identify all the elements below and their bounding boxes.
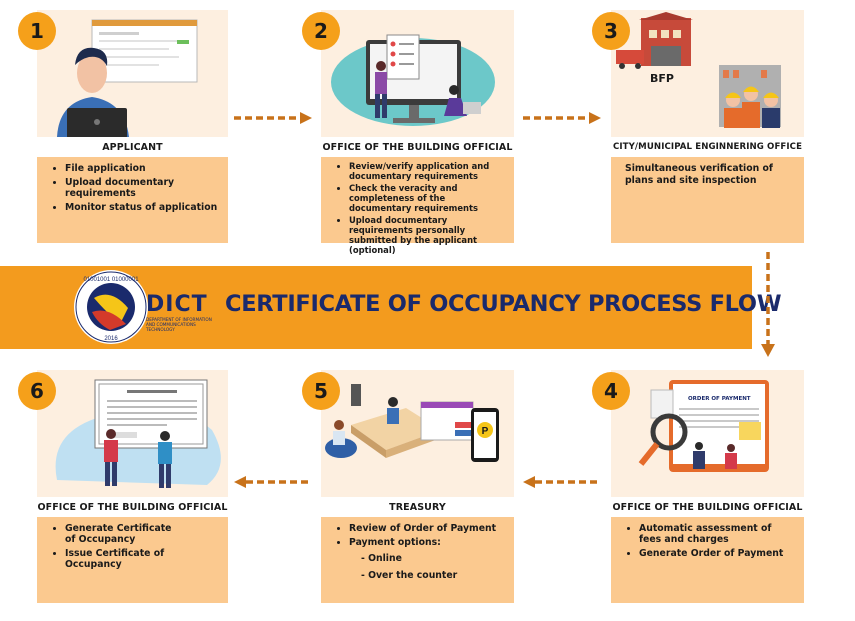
step-2-item: Review/verify application and documentar… xyxy=(349,161,506,181)
step-1-badge: 1 xyxy=(18,12,56,50)
dict-logo-subtext: DEPARTMENT OF INFORMATION AND COMMUNICAT… xyxy=(146,317,212,332)
step-5-title: TREASURY xyxy=(389,502,446,513)
svg-text:P: P xyxy=(482,426,489,437)
fire-station-illustration xyxy=(616,12,781,128)
arrow-left-2 xyxy=(523,476,601,488)
step-1-item: Monitor status of application xyxy=(65,202,220,213)
step-6-badge: 6 xyxy=(18,372,56,410)
step-1-title: APPLICANT xyxy=(102,142,163,153)
building-official-review-illustration xyxy=(331,34,495,126)
step-1-item: Upload documentary requirements xyxy=(65,177,220,199)
step-6-title: OFFICE OF THE BUILDING OFFICIAL xyxy=(37,502,228,513)
step-1-item: File application xyxy=(65,163,220,174)
step-2-badge: 2 xyxy=(302,12,340,50)
seal-top-text: 01001001 01000001 xyxy=(83,277,139,283)
applicant-illustration xyxy=(57,19,198,137)
seal-year-text: 2016 xyxy=(104,336,118,342)
step-5-badge: 5 xyxy=(302,372,340,410)
step-2-item: Check the veracity and completeness of t… xyxy=(349,183,506,213)
certificate-illustration xyxy=(55,379,221,488)
step-4-item: Generate Order of Payment xyxy=(639,548,796,559)
step-4-box: Automatic assessment of fees and charges… xyxy=(611,517,804,603)
dict-logo-text: DICT xyxy=(146,292,208,317)
arrow-right-1 xyxy=(234,112,312,124)
order-of-payment-illustration xyxy=(638,380,769,472)
step-6-item: Generate Certificate of Occupancy xyxy=(65,523,185,545)
arrow-right-2 xyxy=(523,112,601,124)
step-3-text: Simultaneous verification of plans and s… xyxy=(625,163,773,186)
step-6-item: Issue Certificate of Occupancy xyxy=(65,548,220,570)
step-4-item: Automatic assessment of fees and charges xyxy=(639,523,796,545)
arrow-down xyxy=(761,252,775,357)
bfp-label: BFP xyxy=(650,72,674,85)
dict-seal-logo: 01001001 01000001 2016 xyxy=(74,270,148,344)
step-5-item: Payment options: xyxy=(349,537,506,548)
step-5-sub-item: - Online xyxy=(361,553,402,564)
step-3-badge: 3 xyxy=(592,12,630,50)
step-5-box: Review of Order of Payment Payment optio… xyxy=(321,517,514,603)
step-1-box: File application Upload documentary requ… xyxy=(37,157,228,243)
treasury-payment-illustration: P xyxy=(325,384,499,462)
step-3-box: Simultaneous verification of plans and s… xyxy=(611,157,804,243)
step-2-box: Review/verify application and documentar… xyxy=(321,157,514,255)
step-2-item: Upload documentary requirements personal… xyxy=(349,215,506,255)
step-4-badge: 4 xyxy=(592,372,630,410)
step-5-item: Review of Order of Payment xyxy=(349,523,506,534)
order-of-payment-label: ORDER OF PAYMENT xyxy=(688,396,751,402)
step-5-sub-item: - Over the counter xyxy=(361,570,458,581)
step-3-title: CITY/MUNICIPAL ENGINNERING OFFICE xyxy=(612,142,803,152)
arrow-left-1 xyxy=(234,476,312,488)
step-4-title: OFFICE OF THE BUILDING OFFICIAL xyxy=(612,502,803,513)
banner-title: CERTIFICATE OF OCCUPANCY PROCESS FLOW xyxy=(225,291,782,317)
step-2-title: OFFICE OF THE BUILDING OFFICIAL xyxy=(322,142,513,153)
step-6-box: Generate Certificate of Occupancy Issue … xyxy=(37,517,228,603)
